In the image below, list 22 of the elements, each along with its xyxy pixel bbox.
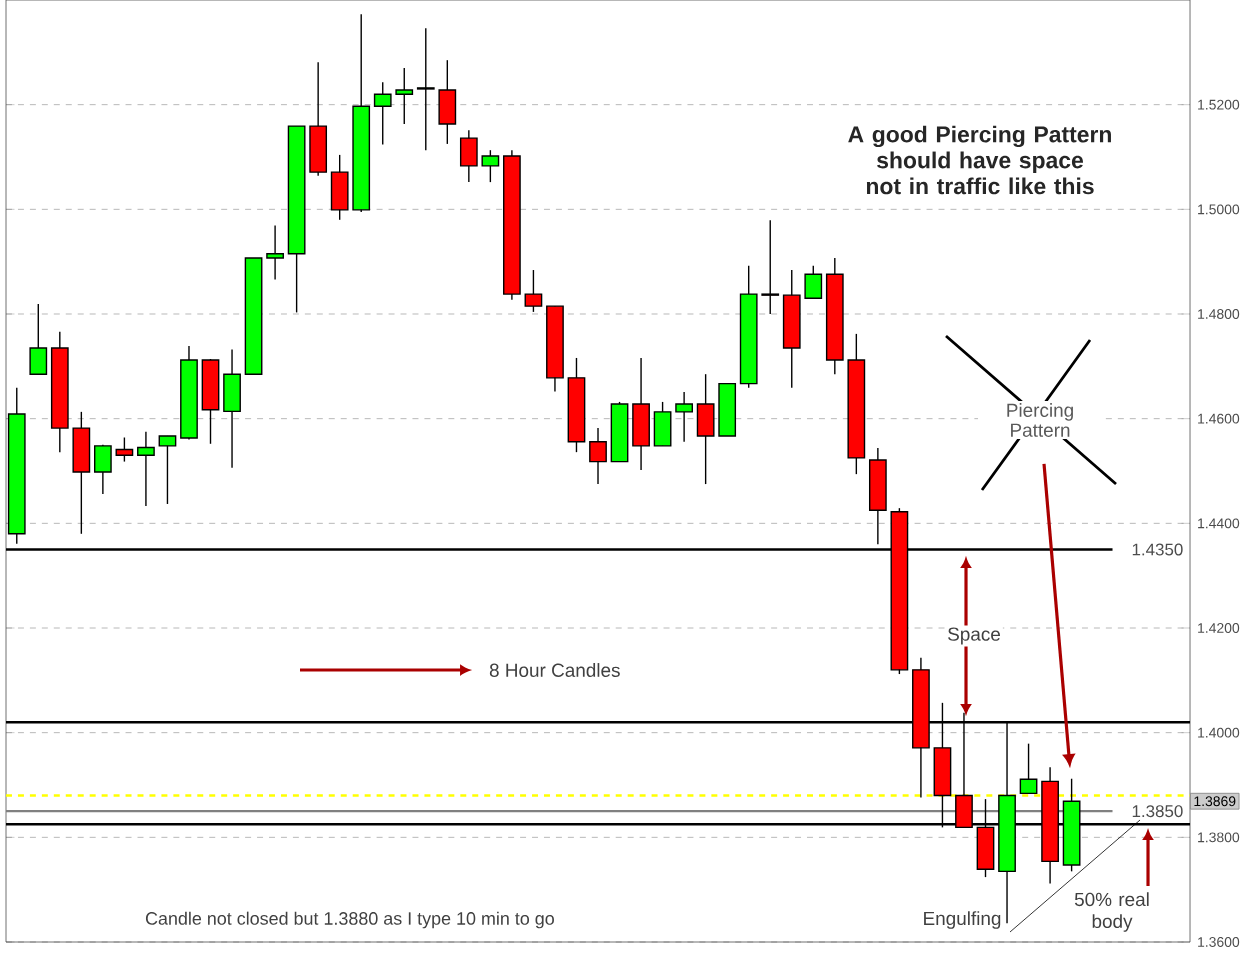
candlestick	[524, 269, 543, 313]
candlestick	[137, 431, 155, 507]
candlestick	[1019, 742, 1038, 795]
annotation: Piercing Pattern	[1007, 403, 1073, 437]
candlestick	[653, 401, 672, 447]
annotation: Candle not closed but 1.3880 as I type 10 min to go	[145, 911, 554, 929]
annotation: 8 Hour Candles	[489, 663, 620, 677]
candlestick	[115, 436, 134, 463]
annotation: Space	[948, 627, 1000, 645]
candlestick	[29, 303, 48, 375]
candlestick	[94, 444, 112, 495]
ref-line-label: 1.4350	[1132, 543, 1183, 556]
candlestick	[266, 224, 284, 281]
candlestick	[632, 357, 650, 471]
annotation: Engulfing	[924, 911, 1001, 929]
candlestick	[675, 391, 693, 443]
annotation: A good Piercing Pattern should have space not in traffic like this	[848, 125, 1111, 195]
ref-line-label: 1.3850	[1132, 805, 1183, 818]
candlestick	[158, 435, 177, 505]
annotation: 50% real body	[1074, 892, 1149, 932]
candlestick	[589, 427, 607, 485]
candlestick	[223, 348, 241, 469]
